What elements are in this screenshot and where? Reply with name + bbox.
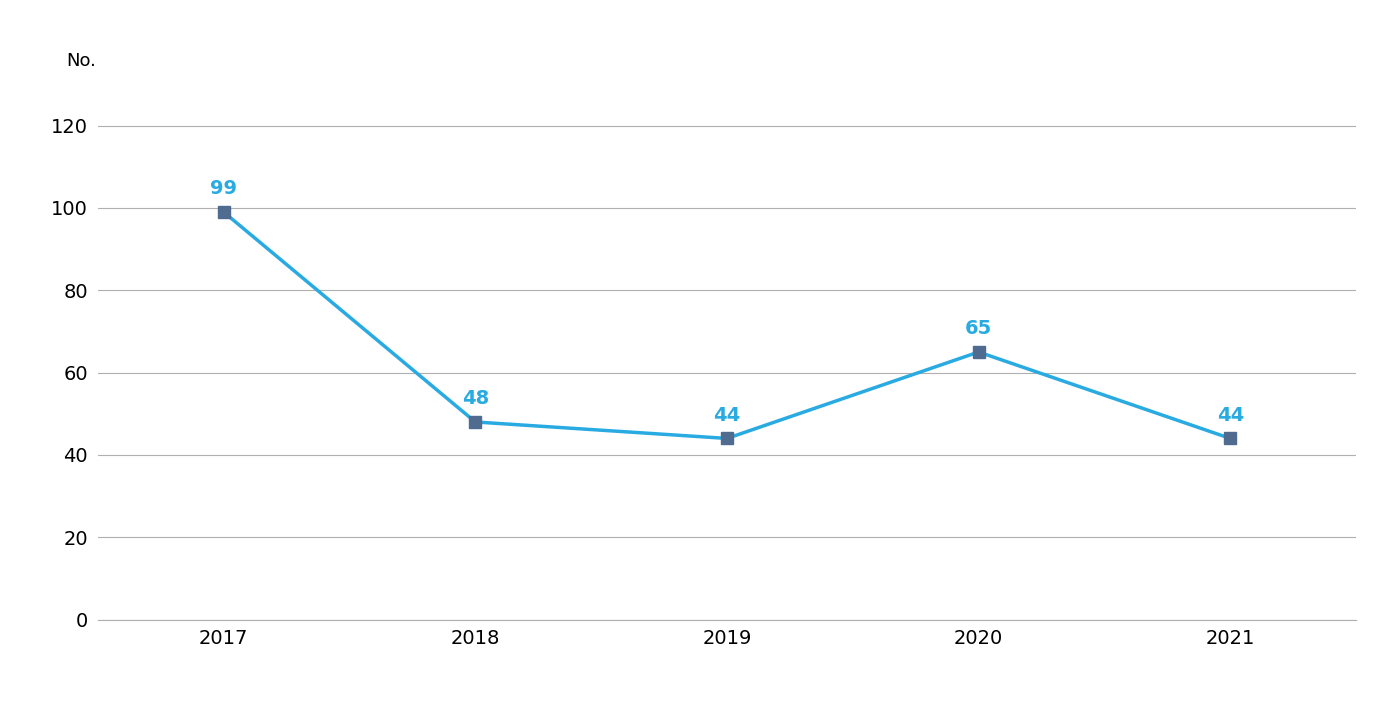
Text: No.: No. — [67, 52, 96, 70]
Text: 99: 99 — [210, 180, 238, 199]
Text: 65: 65 — [965, 319, 993, 338]
Text: 48: 48 — [461, 389, 489, 408]
Text: 44: 44 — [713, 406, 741, 425]
Text: 44: 44 — [1216, 406, 1244, 425]
